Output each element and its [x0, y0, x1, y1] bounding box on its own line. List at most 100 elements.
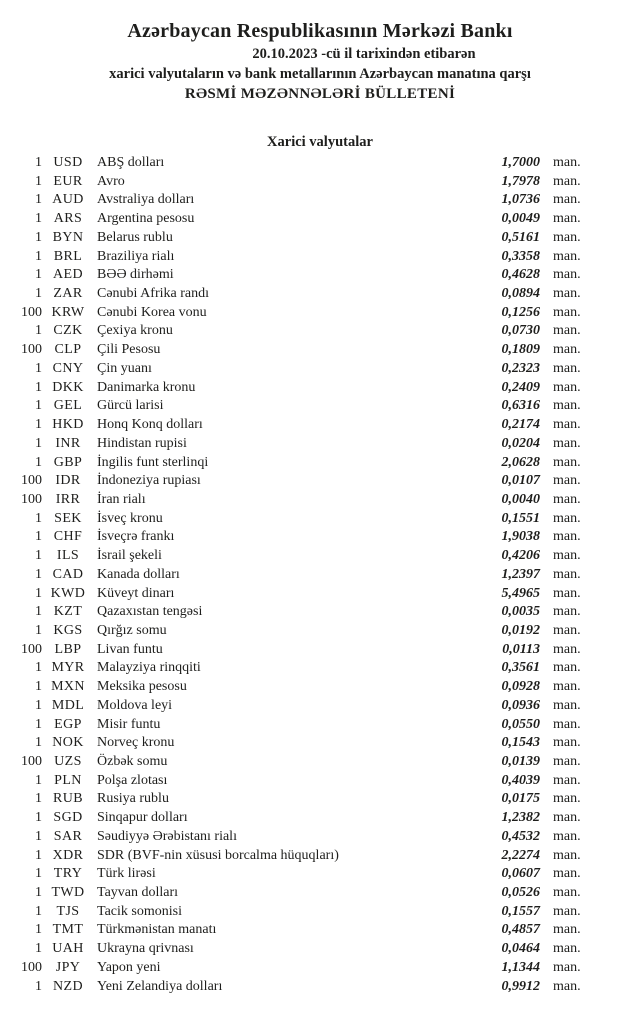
rate-row: 1 NZD Yeni Zelandiya dolları 0,9912 man. — [0, 978, 620, 997]
rate-row: 1 KZT Qazaxıstan tengəsi 0,0035 man. — [0, 603, 620, 622]
rate-quantity: 1 — [35, 211, 42, 227]
rate-unit: man. — [553, 360, 581, 376]
currency-name: İran rialı — [97, 491, 146, 507]
rate-unit: man. — [553, 491, 581, 507]
rate-quantity: 1 — [35, 772, 42, 788]
currency-code: EUR — [53, 173, 83, 189]
rate-unit: man. — [553, 192, 581, 208]
effective-date-line: 20.10.2023 -cü il tarixindən etibarən — [252, 46, 476, 62]
rate-unit: man. — [553, 473, 581, 489]
rate-row: 1 NOK Norveç kronu 0,1543 man. — [0, 734, 620, 753]
rate-unit: man. — [553, 585, 581, 601]
rate-value: 1,7978 — [501, 173, 541, 189]
rate-quantity: 1 — [35, 679, 42, 695]
rate-quantity: 1 — [35, 847, 42, 863]
rate-value: 0,1256 — [501, 304, 541, 320]
currency-code: IDR — [55, 473, 81, 489]
rate-quantity: 1 — [35, 510, 42, 526]
rate-quantity: 1 — [35, 286, 42, 302]
rate-unit: man. — [553, 323, 581, 339]
rate-value: 0,0204 — [501, 435, 541, 451]
currency-code: ARS — [53, 211, 83, 227]
currency-code: EGP — [54, 716, 82, 732]
rate-value: 0,4206 — [501, 548, 541, 564]
rate-quantity: 1 — [35, 604, 42, 620]
currency-code: TJS — [56, 903, 80, 919]
currency-name: İndoneziya rupiası — [97, 473, 201, 489]
rate-row: 1 AUD Avstraliya dolları 1,0736 man. — [0, 191, 620, 210]
currency-name: Norveç kronu — [97, 735, 175, 751]
rate-value: 0,0526 — [501, 885, 541, 901]
rate-row: 1 DKK Danimarka kronu 0,2409 man. — [0, 379, 620, 398]
rate-quantity: 100 — [21, 491, 42, 507]
rate-quantity: 1 — [35, 267, 42, 283]
currency-code: UAH — [52, 941, 84, 957]
rate-value: 0,1809 — [501, 342, 541, 358]
currency-name: Qırğız somu — [97, 622, 167, 638]
currency-name: Kanada dolları — [97, 566, 180, 582]
currency-name: Tacik somonisi — [97, 903, 182, 919]
rate-row: 1 MXN Meksika pesosu 0,0928 man. — [0, 678, 620, 697]
rate-unit: man. — [553, 885, 581, 901]
currency-code: CAD — [52, 566, 84, 582]
rate-quantity: 1 — [35, 903, 42, 919]
currency-code: AED — [53, 267, 83, 283]
rate-value: 0,1543 — [501, 735, 541, 751]
currency-name: Tayvan dolları — [97, 885, 179, 901]
rate-value: 1,7000 — [501, 155, 541, 170]
rate-unit: man. — [553, 641, 581, 657]
rate-quantity: 1 — [35, 192, 42, 208]
currency-name: Cənubi Afrika randı — [97, 286, 209, 302]
rate-unit: man. — [553, 716, 581, 732]
rate-row: 1 AED BƏƏ dirhəmi 0,4628 man. — [0, 266, 620, 285]
rate-quantity: 1 — [35, 866, 42, 882]
rate-quantity: 1 — [35, 323, 42, 339]
rate-unit: man. — [553, 435, 581, 451]
rate-quantity: 1 — [35, 417, 42, 433]
rate-value: 0,0139 — [501, 754, 541, 769]
currency-code: RUB — [53, 791, 83, 807]
currency-code: MXN — [51, 679, 85, 695]
currency-name: Çili Pesosu — [97, 342, 161, 358]
currency-code: TWD — [51, 885, 85, 901]
rate-quantity: 100 — [21, 342, 42, 358]
rate-unit: man. — [553, 417, 581, 433]
currency-name: Misir funtu — [97, 716, 161, 732]
currency-code: CHF — [53, 529, 83, 545]
currency-name: Livan funtu — [97, 641, 163, 657]
currency-name: Yapon yeni — [97, 959, 161, 975]
rate-quantity: 1 — [35, 735, 42, 751]
currency-code: IRR — [55, 491, 81, 507]
currency-code: BRL — [53, 248, 83, 264]
rate-row: 1 CAD Kanada dolları 1,2397 man. — [0, 566, 620, 585]
rate-value: 0,6316 — [501, 398, 541, 414]
currency-code: TRY — [53, 866, 83, 882]
currency-name: Meksika pesosu — [97, 679, 187, 695]
currency-code: UZS — [54, 754, 82, 769]
rate-row: 1 TJS Tacik somonisi 0,1557 man. — [0, 903, 620, 922]
currency-name: İsveç kronu — [97, 510, 163, 526]
rate-row: 100 IRR İran rialı 0,0040 man. — [0, 491, 620, 510]
rate-unit: man. — [553, 398, 581, 414]
currency-name: Argentina pesosu — [97, 211, 195, 227]
currency-code: SEK — [54, 510, 82, 526]
rate-quantity: 1 — [35, 697, 42, 713]
rate-unit: man. — [553, 510, 581, 526]
rate-value: 2,0628 — [501, 454, 541, 470]
rate-row: 1 CZK Çexiya kronu 0,0730 man. — [0, 322, 620, 341]
rate-quantity: 1 — [35, 622, 42, 638]
currency-name: Malayziya rinqqiti — [97, 660, 201, 676]
rate-quantity: 1 — [35, 529, 42, 545]
currency-code: KWD — [50, 585, 86, 601]
rate-value: 1,2382 — [501, 810, 541, 826]
rate-unit: man. — [553, 622, 581, 638]
currency-name: Avro — [97, 173, 125, 189]
currency-code: GBP — [53, 454, 83, 470]
rate-quantity: 1 — [35, 810, 42, 826]
rate-row: 1 ILS İsrail şekeli 0,4206 man. — [0, 547, 620, 566]
rate-unit: man. — [553, 379, 581, 395]
currency-name: Gürcü larisi — [97, 398, 164, 414]
currency-name: Cənubi Korea vonu — [97, 304, 207, 320]
rate-quantity: 1 — [35, 828, 42, 844]
currency-code: AUD — [52, 192, 84, 208]
